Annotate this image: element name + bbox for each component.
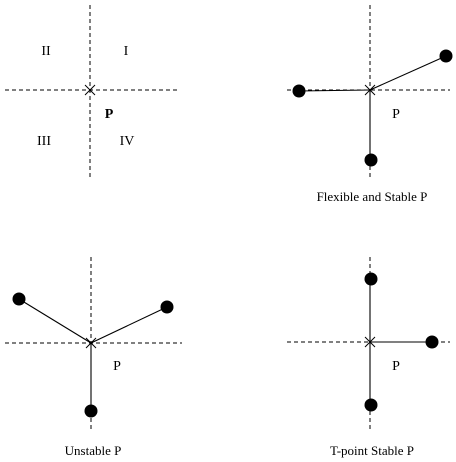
quadrant-label-iii: III [37,134,51,149]
node-bottom [364,153,378,167]
node-bottom [84,404,98,418]
caption-tpoint-stable: T-point Stable P [330,443,414,458]
point-label: P [392,107,400,122]
quadrant-label-i: I [124,44,129,59]
node-left [292,84,306,98]
caption-unstable: Unstable P [65,443,122,458]
arm-upper-right [90,306,168,344]
node-upper-right [439,49,453,63]
caption-flexible-stable: Flexible and Stable P [317,189,428,204]
panel-tpoint-stable: P T-point Stable P [287,257,450,458]
arm-upper-right [369,55,447,91]
panel-flexible-stable: P Flexible and Stable P [287,5,453,204]
quadrant-label-iv: IV [120,134,135,149]
arm-upper-left [18,298,92,344]
quadrant-label-ii: II [41,44,51,59]
panel-unstable: P Unstable P [5,257,182,458]
point-label: P [392,359,400,374]
point-label: P [113,359,121,374]
node-bottom [364,398,378,412]
arm-left [298,89,371,92]
panel-quadrants: II I III IV P [5,5,180,178]
node-upper-left [12,292,26,306]
center-cross [84,84,96,96]
node-right [425,335,439,349]
node-upper-right [160,300,174,314]
node-top [364,272,378,286]
point-label: P [105,107,114,122]
